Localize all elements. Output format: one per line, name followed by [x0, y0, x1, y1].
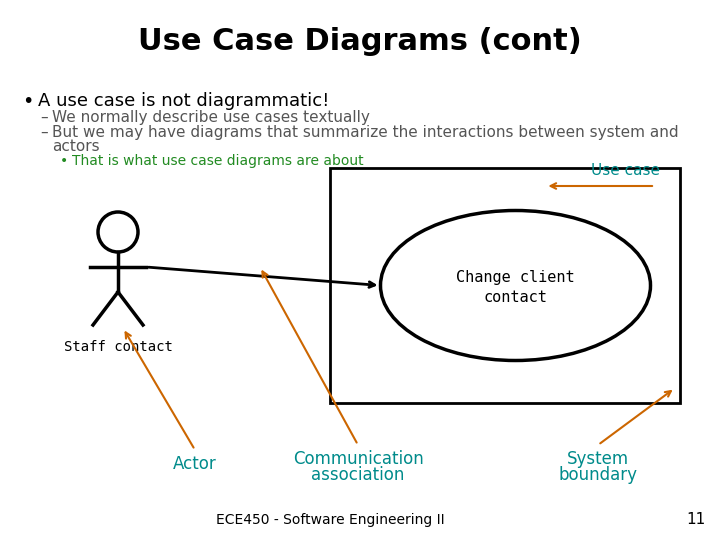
Bar [330, 168, 680, 403]
Text: A use case is not diagrammatic!: A use case is not diagrammatic! [38, 92, 329, 110]
Text: Use Case Diagrams (cont): Use Case Diagrams (cont) [138, 28, 582, 57]
Text: •: • [60, 154, 68, 168]
Text: But we may have diagrams that summarize the interactions between system and: But we may have diagrams that summarize … [52, 125, 679, 140]
Text: actors: actors [52, 139, 99, 154]
Text: association: association [311, 466, 405, 484]
Ellipse shape [380, 211, 650, 361]
Text: Change client: Change client [456, 270, 575, 285]
Text: ECE450 - Software Engineering II: ECE450 - Software Engineering II [216, 513, 444, 527]
Text: –: – [40, 125, 48, 140]
Text: That is what use case diagrams are about: That is what use case diagrams are about [72, 154, 364, 168]
Text: Communication: Communication [292, 450, 423, 468]
Text: System: System [567, 450, 629, 468]
Text: Use case: Use case [591, 163, 660, 178]
Text: boundary: boundary [559, 466, 637, 484]
Text: Actor: Actor [173, 455, 217, 473]
Text: 11: 11 [687, 512, 706, 527]
Text: We normally describe use cases textually: We normally describe use cases textually [52, 110, 370, 125]
Text: •: • [22, 92, 33, 111]
Text: –: – [40, 110, 48, 125]
Text: Staff contact: Staff contact [63, 340, 172, 354]
Text: contact: contact [484, 290, 547, 305]
